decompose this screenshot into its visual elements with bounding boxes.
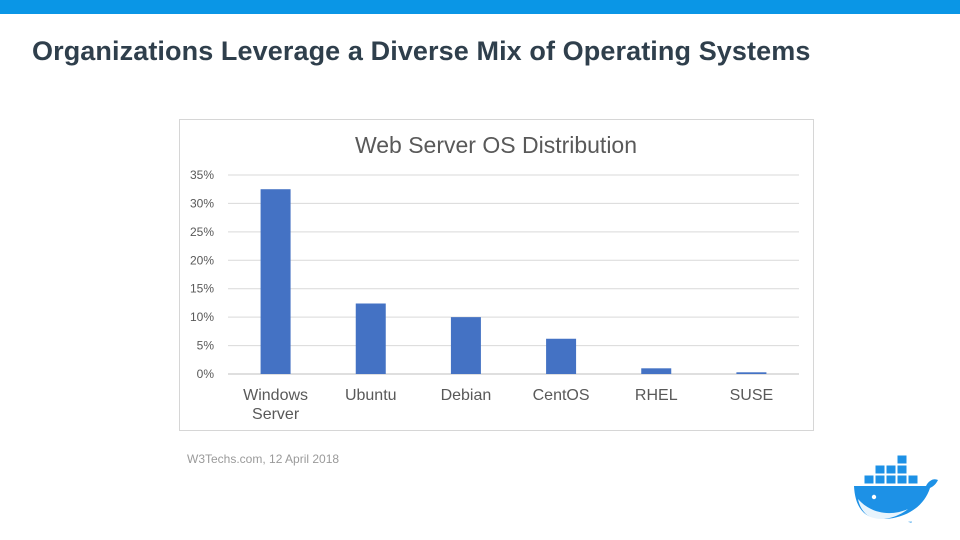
bar xyxy=(736,372,767,374)
bar xyxy=(260,189,291,374)
x-tick-label: Debian xyxy=(441,387,492,404)
x-tick-label: RHEL xyxy=(635,387,678,404)
source-citation: W3Techs.com, 12 April 2018 xyxy=(187,452,340,466)
y-tick-label: 25% xyxy=(190,225,214,239)
y-tick-label: 20% xyxy=(190,253,214,267)
chart-title: Web Server OS Distribution xyxy=(355,132,637,158)
bar-chart: Web Server OS Distribution 0% 5% 10% 15% 20%… xyxy=(190,132,799,423)
x-tick-label: Ubuntu xyxy=(345,387,397,404)
x-tick-label: SUSE xyxy=(730,387,774,404)
svg-text:™: ™ xyxy=(908,520,912,525)
x-tick-label: CentOS xyxy=(533,387,590,404)
y-tick-label: 30% xyxy=(190,196,214,210)
bar xyxy=(546,338,577,374)
bar xyxy=(355,303,386,374)
chart-bars xyxy=(260,189,767,374)
y-tick-label: 15% xyxy=(190,282,214,296)
x-tick-label: Server xyxy=(252,406,300,423)
bar xyxy=(641,368,672,374)
y-tick-label: 0% xyxy=(197,367,215,381)
x-tick-label: Windows xyxy=(243,387,308,404)
y-tick-label: 35% xyxy=(190,168,214,182)
y-tick-label: 10% xyxy=(190,310,214,324)
y-tick-label: 5% xyxy=(197,339,215,353)
slide-title: Organizations Leverage a Diverse Mix of … xyxy=(32,36,811,66)
chart-container: Web Server OS Distribution 0% 5% 10% 15% 20%… xyxy=(179,119,814,431)
top-accent-bar xyxy=(0,0,960,14)
y-axis: 0% 5% 10% 15% 20% 25% 30% 35% xyxy=(190,168,214,381)
chart-gridlines xyxy=(228,174,799,375)
docker-whale-icon: ™ xyxy=(854,455,938,525)
bar xyxy=(450,317,481,374)
x-axis: Windows Server Ubuntu Debian CentOS RHEL SUSE xyxy=(243,387,773,423)
